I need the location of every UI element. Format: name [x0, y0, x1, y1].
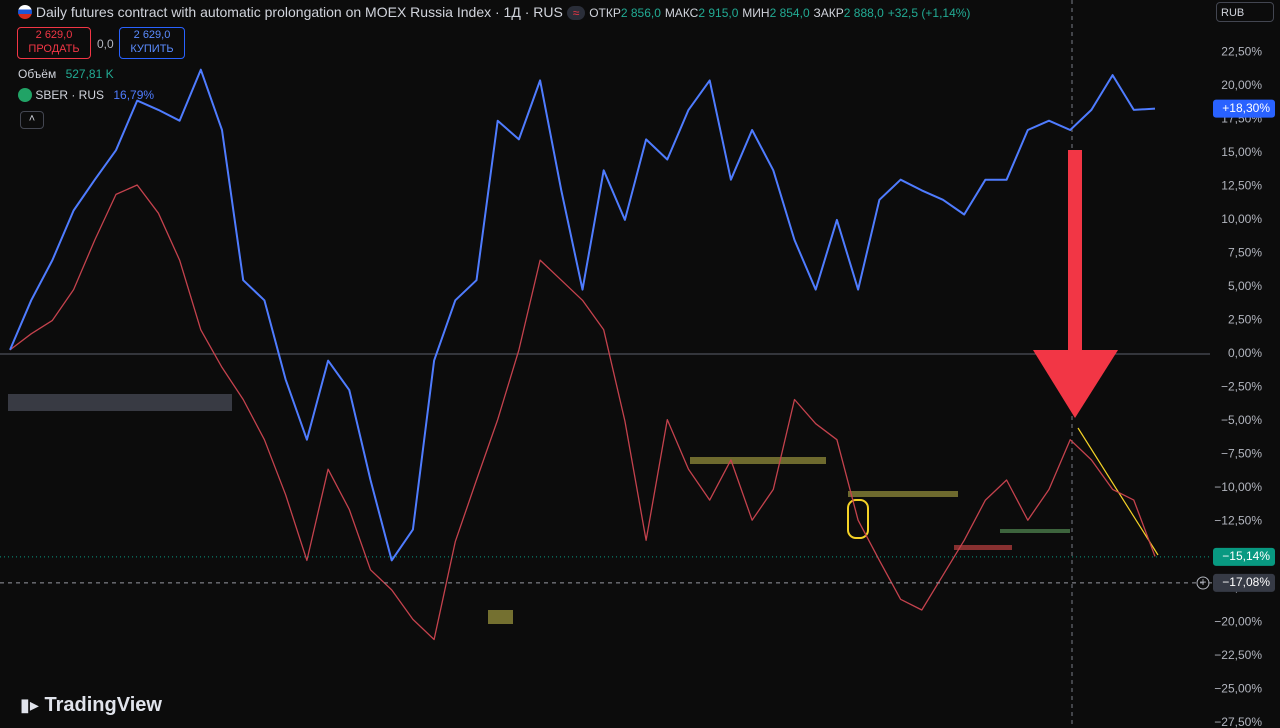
buy-price: 2 629,0	[133, 29, 171, 41]
highlight-ellipse	[847, 499, 869, 539]
legend-label: SBER · RUS	[35, 88, 105, 102]
zone-box	[690, 457, 826, 464]
y-tick-label: 10,00%	[1221, 212, 1262, 226]
close-value: 2 888,0	[843, 6, 884, 20]
volume-label: Объём	[18, 67, 57, 81]
y-tick-label: 5,00%	[1228, 279, 1262, 293]
y-tick-label: 12,50%	[1221, 179, 1262, 193]
y-tick-label: −2,50%	[1221, 380, 1262, 394]
price-label: −17,08%	[1222, 575, 1270, 589]
close-label: ЗАКР	[813, 6, 844, 20]
currency-select[interactable]: RUB	[1216, 2, 1274, 22]
y-tick-label: −10,00%	[1214, 480, 1262, 494]
low-label: МИН	[742, 6, 770, 20]
sell-button[interactable]: 2 629,0 ПРОДАТЬ	[17, 27, 91, 59]
change-value: +32,5 (+1,14%)	[887, 6, 971, 20]
buy-button[interactable]: 2 629,0 КУПИТЬ	[119, 27, 185, 59]
flag-icon	[18, 5, 32, 19]
zone-box	[954, 545, 1012, 550]
arrow-shaft	[1068, 150, 1082, 350]
series-line	[9, 68, 1156, 562]
price-label: +18,30%	[1222, 101, 1270, 115]
y-tick-label: −5,00%	[1221, 413, 1262, 427]
buy-label: КУПИТЬ	[130, 43, 174, 55]
y-tick-label: 22,50%	[1221, 44, 1262, 58]
zone-box	[848, 491, 958, 497]
spread: 0,0	[97, 37, 114, 51]
legend: SBER · RUS 16,79%	[18, 88, 154, 102]
brand: ▮▸ TradingView	[20, 694, 162, 717]
y-tick-label: −22,50%	[1214, 648, 1262, 662]
y-tick-label: −27,50%	[1214, 715, 1262, 728]
y-tick-label: −12,50%	[1214, 514, 1262, 528]
price-label: −15,14%	[1222, 549, 1270, 563]
price-label-bg	[1213, 547, 1275, 566]
add-icon[interactable]: +	[1199, 575, 1206, 589]
zone-box	[8, 394, 232, 411]
chart-title: Daily futures contract with automatic pr…	[35, 4, 563, 20]
y-tick-label: −20,00%	[1214, 614, 1262, 628]
sell-label: ПРОДАТЬ	[28, 43, 80, 55]
y-tick-label: 20,00%	[1221, 78, 1262, 92]
y-tick-label: 15,00%	[1221, 145, 1262, 159]
open-value: 2 856,0	[620, 6, 661, 20]
series-line	[9, 184, 1156, 641]
low-value: 2 854,0	[769, 6, 810, 20]
high-value: 2 915,0	[698, 6, 739, 20]
sber-icon	[18, 88, 32, 102]
price-label-bg	[1213, 99, 1275, 118]
y-tick-label: 2,50%	[1228, 313, 1262, 327]
y-tick-label: 0,00%	[1228, 346, 1262, 360]
y-tick-label: −7,50%	[1221, 447, 1262, 461]
y-tick-label: −25,00%	[1214, 681, 1262, 695]
volume-row: Объём 527,81 K	[18, 67, 114, 81]
collapse-button[interactable]: ˄	[20, 111, 44, 129]
sell-price: 2 629,0	[35, 29, 73, 41]
plot: 22,50%20,00%17,50%15,00%12,50%10,00%7,50…	[0, 44, 1262, 728]
high-label: МАКС	[664, 6, 699, 20]
header-row: Daily futures contract with automatic pr…	[18, 4, 970, 20]
status-pill[interactable]: ≈	[566, 6, 586, 20]
y-tick-label: 7,50%	[1228, 246, 1262, 260]
zone-box	[488, 610, 513, 624]
zone-box	[1000, 529, 1070, 533]
open-label: ОТКР	[589, 6, 621, 20]
arrow-head	[1033, 350, 1118, 418]
sber-change: 16,79%	[113, 88, 155, 102]
brand-name: TradingView	[44, 694, 162, 716]
price-label-bg	[1213, 573, 1275, 592]
brand-logo: ▮▸	[20, 695, 39, 715]
volume-value: 527,81 K	[65, 67, 114, 81]
